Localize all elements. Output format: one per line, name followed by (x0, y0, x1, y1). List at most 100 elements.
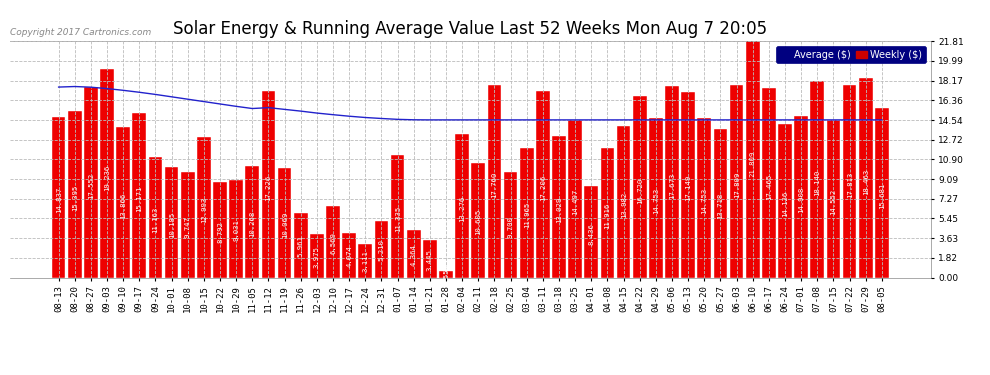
Bar (633, 96, 646, 278)
Text: 14.753: 14.753 (701, 188, 707, 214)
Bar (504, 172, 518, 278)
Bar (246, 166, 259, 278)
Text: 13.982: 13.982 (621, 192, 627, 218)
Text: 10.069: 10.069 (281, 212, 288, 238)
Text: 8.792: 8.792 (217, 221, 223, 243)
Bar (827, 120, 841, 278)
Text: 10.268: 10.268 (249, 211, 255, 237)
Bar (745, 41, 759, 278)
Text: 6.569: 6.569 (330, 232, 336, 254)
Text: 0.554: 0.554 (444, 264, 449, 285)
Text: 18.140: 18.140 (815, 170, 821, 196)
Bar (778, 124, 792, 278)
Text: 8.436: 8.436 (588, 223, 594, 245)
Text: 13.029: 13.029 (556, 196, 562, 223)
Bar (617, 126, 631, 278)
Text: 11.335: 11.335 (395, 206, 401, 232)
Text: Copyright 2017 Cartronics.com: Copyright 2017 Cartronics.com (10, 27, 151, 36)
Bar (407, 230, 421, 278)
Bar (698, 118, 711, 278)
Text: 10.605: 10.605 (475, 209, 481, 236)
Bar (455, 134, 469, 278)
Bar (859, 78, 872, 278)
Text: 14.837: 14.837 (55, 187, 61, 213)
Bar (423, 240, 437, 278)
Text: 13.276: 13.276 (459, 195, 465, 222)
Text: 11.163: 11.163 (152, 206, 158, 232)
Bar (133, 113, 147, 278)
Bar (649, 118, 662, 278)
Text: 4.364: 4.364 (411, 244, 417, 266)
Text: 15.395: 15.395 (71, 184, 78, 211)
Bar (730, 85, 743, 278)
Text: 14.753: 14.753 (652, 188, 659, 214)
Text: 17.673: 17.673 (669, 172, 675, 199)
Bar (197, 137, 211, 278)
Text: 3.111: 3.111 (362, 251, 368, 272)
Bar (310, 234, 324, 278)
Text: 17.465: 17.465 (766, 174, 772, 200)
Bar (391, 155, 405, 278)
Text: 12.993: 12.993 (201, 197, 207, 223)
Bar (794, 116, 808, 278)
Bar (164, 167, 178, 278)
Text: 18.463: 18.463 (862, 168, 869, 195)
Text: 17.149: 17.149 (685, 175, 691, 201)
Bar (440, 272, 452, 278)
Text: 17.760: 17.760 (491, 172, 497, 198)
Bar (471, 163, 485, 278)
Text: 14.908: 14.908 (798, 187, 804, 213)
Bar (181, 172, 195, 278)
Text: 9.031: 9.031 (234, 220, 240, 242)
Bar (358, 244, 372, 278)
Bar (568, 120, 582, 278)
Text: 10.185: 10.185 (168, 211, 174, 238)
Bar (681, 92, 695, 278)
Legend: Average ($), Weekly ($): Average ($), Weekly ($) (776, 46, 926, 63)
Bar (842, 84, 856, 278)
Text: 3.445: 3.445 (427, 249, 433, 270)
Bar (51, 117, 65, 278)
Text: 17.552: 17.552 (88, 173, 94, 200)
Text: 15.681: 15.681 (879, 183, 885, 209)
Bar (68, 111, 81, 278)
Bar (714, 129, 728, 278)
Text: 13.866: 13.866 (120, 192, 126, 219)
Text: 17.226: 17.226 (265, 175, 271, 201)
Bar (536, 91, 549, 278)
Text: 5.961: 5.961 (298, 236, 304, 258)
Bar (811, 81, 825, 278)
Bar (261, 91, 275, 278)
Bar (374, 221, 388, 278)
Text: 9.700: 9.700 (508, 216, 514, 238)
Text: 19.236: 19.236 (104, 164, 110, 190)
Bar (294, 213, 308, 278)
Text: 16.720: 16.720 (637, 177, 643, 204)
Bar (148, 157, 162, 278)
Bar (230, 180, 243, 278)
Text: 17.809: 17.809 (734, 172, 740, 198)
Bar (665, 86, 679, 278)
Bar (100, 69, 114, 278)
Bar (601, 148, 615, 278)
Bar (584, 186, 598, 278)
Bar (488, 85, 501, 278)
Text: 14.126: 14.126 (782, 191, 788, 217)
Bar (326, 206, 340, 278)
Bar (343, 233, 356, 278)
Bar (213, 182, 227, 278)
Text: 14.497: 14.497 (572, 189, 578, 215)
Bar (552, 136, 566, 278)
Text: 11.916: 11.916 (605, 202, 611, 229)
Text: 15.171: 15.171 (137, 186, 143, 212)
Bar (84, 87, 98, 278)
Text: 14.552: 14.552 (831, 189, 837, 215)
Text: 21.809: 21.809 (749, 151, 755, 177)
Bar (762, 88, 776, 278)
Text: 11.965: 11.965 (524, 202, 530, 228)
Text: 5.210: 5.210 (378, 240, 384, 261)
Text: 3.975: 3.975 (314, 246, 320, 268)
Text: 9.747: 9.747 (185, 216, 191, 238)
Text: 4.074: 4.074 (346, 245, 352, 267)
Bar (875, 108, 889, 278)
